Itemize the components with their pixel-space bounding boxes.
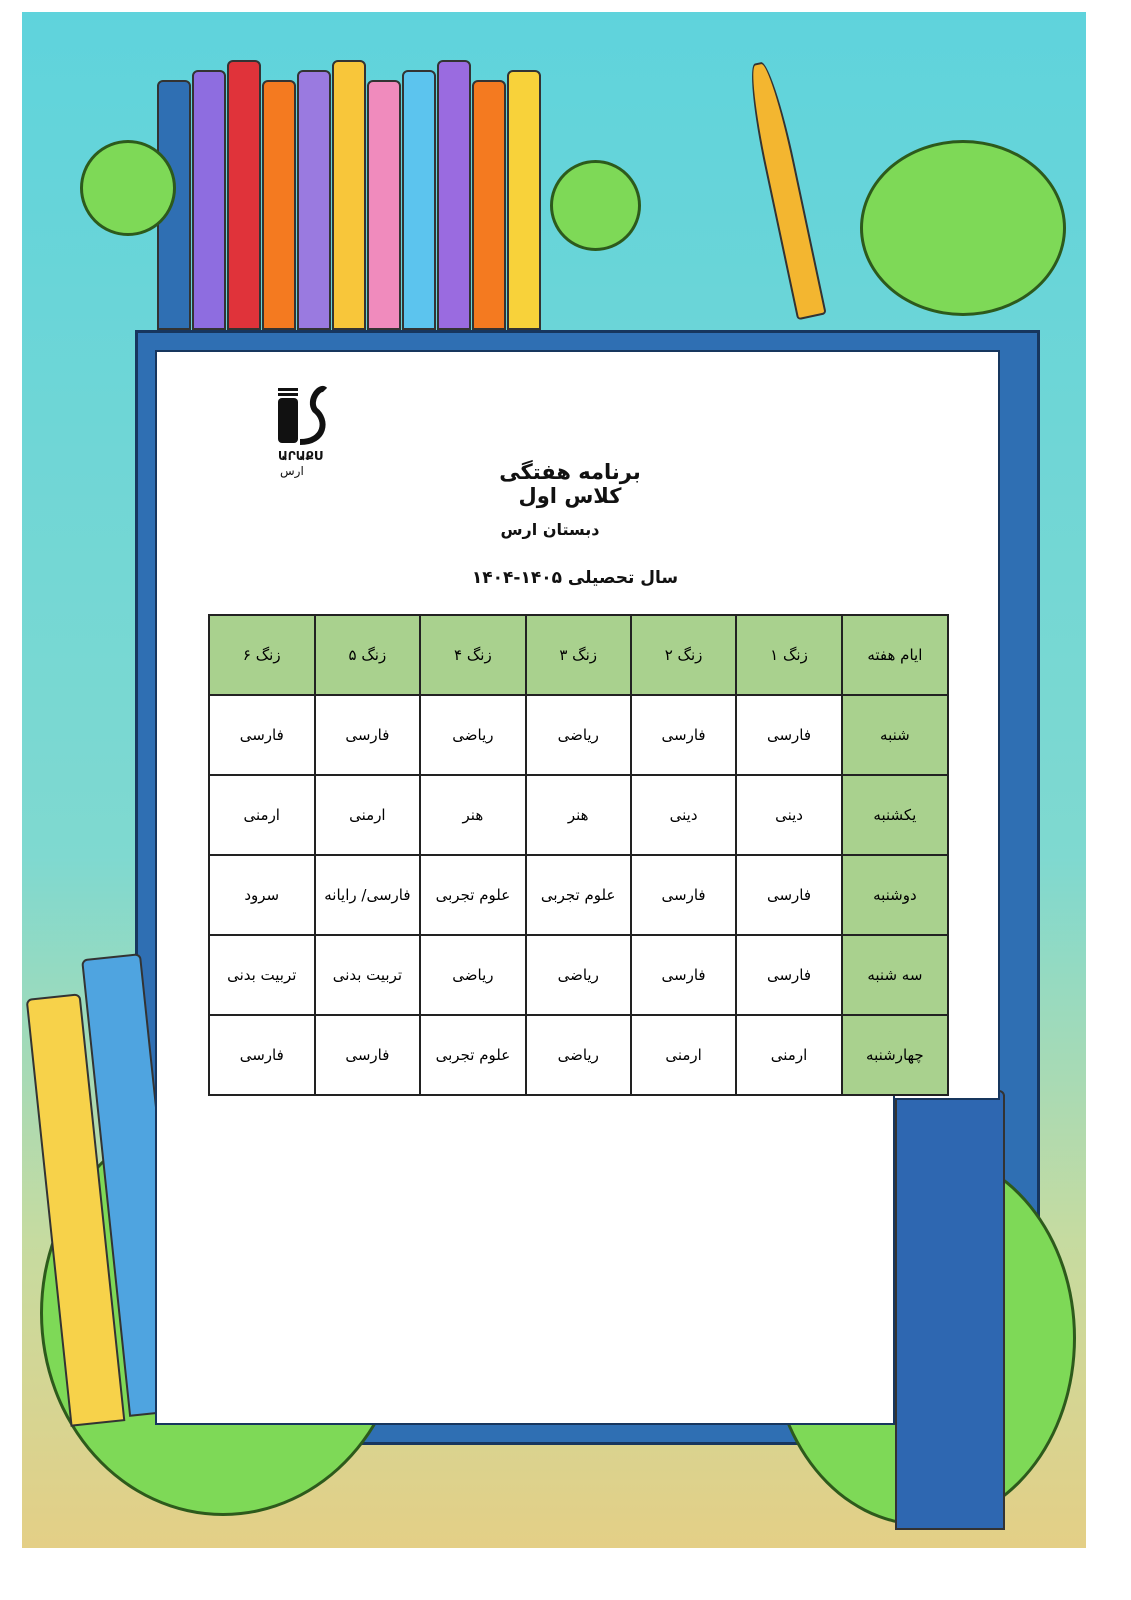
frog-top-left [80, 140, 176, 236]
frog-top-right [860, 140, 1066, 316]
book-spine [472, 80, 506, 330]
subject-cell: ریاضی [419, 694, 527, 776]
subject-cell: ریاضی [419, 934, 527, 1016]
subject-cell: ریاضی [524, 694, 632, 776]
subject-cell: تربیت بدنی [313, 934, 422, 1016]
academic-year: سال تحصیلی ۱۴۰۵-۱۴۰۴ [471, 568, 679, 588]
book-spine [192, 70, 226, 330]
subject-cell: ارمنی [735, 1014, 843, 1096]
subject-cell: فارسی [208, 1014, 316, 1096]
subject-cell: ریاضی [524, 934, 632, 1016]
frog-top-middle [550, 160, 641, 251]
subject-cell: سرود [208, 854, 316, 936]
subject-cell: علوم تجربی [524, 854, 632, 936]
book-spine [402, 70, 436, 330]
svg-text:ԱՐԱՔՍ: ԱՐԱՔՍ [278, 449, 323, 463]
subject-cell: ارمنی [629, 1014, 738, 1096]
subject-cell: فارسی/ رایانه [313, 854, 422, 936]
table-row: چهارشنبه ارمنی ارمنی ریاضی علوم تجربی فارسی فا… [208, 1014, 950, 1096]
day-cell: دوشنبه [840, 854, 950, 936]
subject-cell: ریاضی [524, 1014, 632, 1096]
table-row: یکشنبه دینی دینی هنر هنر ارمنی ارمنی [208, 774, 950, 856]
svg-text:ارس: ارس [280, 464, 304, 479]
column-header: زنگ ۳ [524, 614, 632, 696]
document-page-lower [155, 1095, 895, 1425]
day-cell: سه شنبه [840, 934, 950, 1016]
subject-cell: فارسی [313, 694, 422, 776]
day-cell: شنبه [840, 694, 950, 776]
book-spine [437, 60, 471, 330]
subject-cell: فارسی [208, 694, 316, 776]
column-header: زنگ ۱ [735, 614, 843, 696]
book-spine [507, 70, 541, 330]
table-header-row: ایام هفته زنگ ۱ زنگ ۲ زنگ ۳ زنگ ۴ زنگ ۵ زنگ ۶ [208, 614, 950, 696]
subject-cell: ارمنی [208, 774, 316, 856]
page-title: برنامه هفتگی کلاس اول [499, 460, 641, 508]
day-cell: یکشنبه [840, 774, 950, 856]
column-header: ایام هفته [840, 614, 950, 696]
table-row: دوشنبه فارسی فارسی علوم تجربی علوم تجربی فارس… [208, 854, 950, 936]
subject-cell: فارسی [735, 854, 843, 936]
subject-cell: علوم تجربی [419, 1014, 527, 1096]
column-header: زنگ ۲ [629, 614, 738, 696]
subject-cell: دینی [735, 774, 843, 856]
subject-cell: فارسی [313, 1014, 422, 1096]
book-spine [297, 70, 331, 330]
subject-cell: فارسی [629, 854, 738, 936]
book-spine [332, 60, 366, 330]
book-spine [367, 80, 401, 330]
subject-cell: تربیت بدنی [208, 934, 316, 1016]
subject-cell: فارسی [735, 694, 843, 776]
book-spine [262, 80, 296, 330]
subject-cell: ارمنی [313, 774, 422, 856]
day-cell: چهارشنبه [840, 1014, 950, 1096]
table-row: سه شنبه فارسی فارسی ریاضی ریاضی تربیت بدنی ترب… [208, 934, 950, 1016]
column-header: زنگ ۴ [419, 614, 527, 696]
column-header: زنگ ۵ [313, 614, 422, 696]
subject-cell: فارسی [629, 694, 738, 776]
column-header: زنگ ۶ [208, 614, 316, 696]
table-row: شنبه فارسی فارسی ریاضی ریاضی فارسی فارسی [208, 694, 950, 776]
subject-cell: هنر [419, 774, 527, 856]
book-spine [227, 60, 261, 330]
subject-cell: دینی [629, 774, 738, 856]
school-logo: ԱՐԱՔՍ ارس [278, 386, 328, 479]
subject-cell: فارسی [735, 934, 843, 1016]
school-name: دبستان ارس [500, 520, 600, 539]
subject-cell: فارسی [629, 934, 738, 1016]
subject-cell: هنر [524, 774, 632, 856]
book-bottom-right-blue [895, 1090, 1005, 1530]
subject-cell: علوم تجربی [419, 854, 527, 936]
